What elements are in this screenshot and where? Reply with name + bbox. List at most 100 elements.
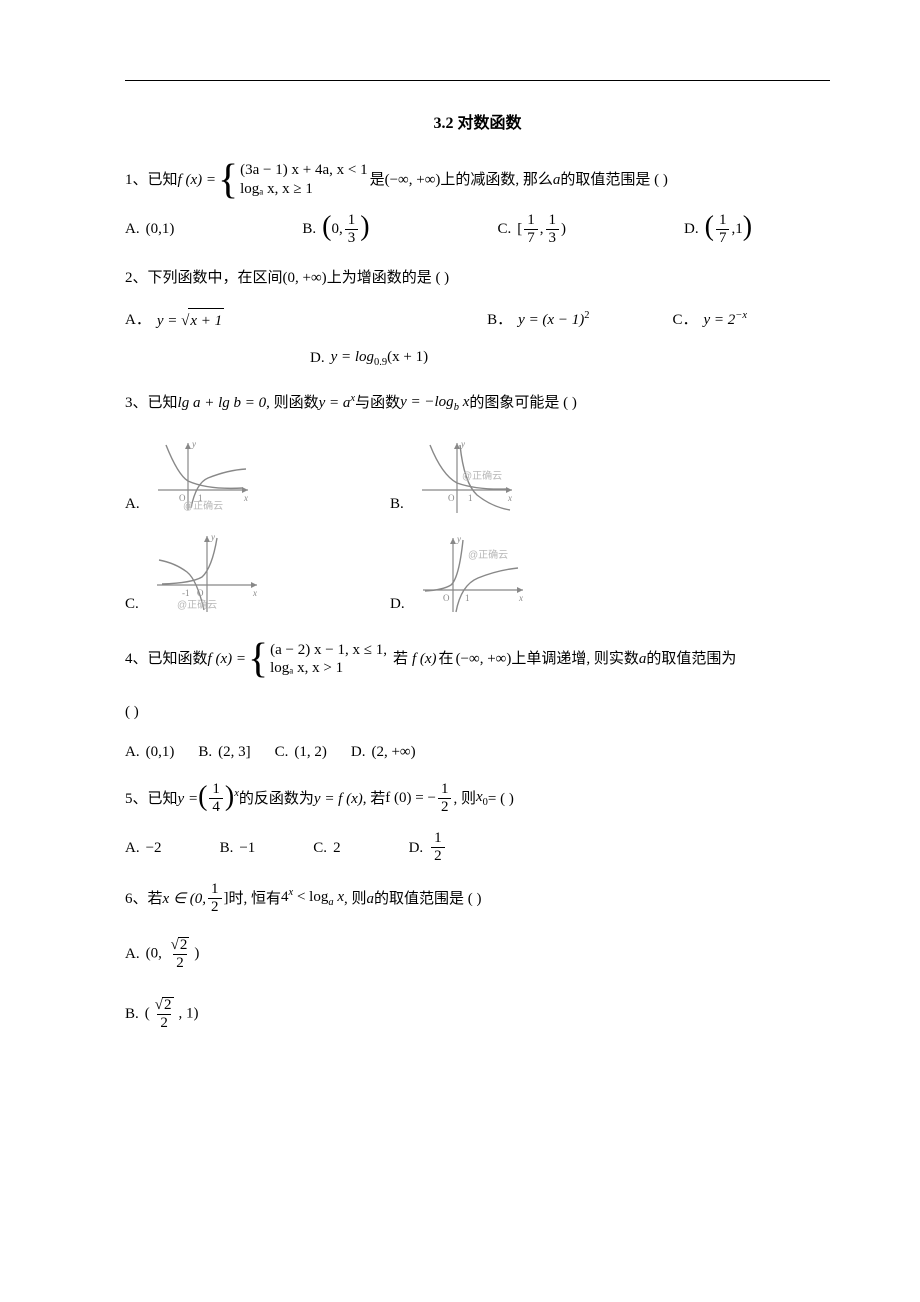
expr: y = −log [400,394,454,410]
watermark: @正确云 [183,499,223,512]
section-title: 3.2 对数函数 [125,111,830,137]
q5-yf: y = f (x) [314,787,363,811]
q3-number: 3、 [125,391,148,415]
q4-case1: (a − 2) x − 1, x ≤ 1, [270,641,387,660]
q4-pre: 已知函数 [148,647,208,671]
den: 2 [431,847,445,864]
q3-pre: 已知 [148,391,178,415]
q1-interval: (−∞, +∞) [385,168,441,192]
q5-mid1: 的反函数为 [239,787,314,811]
question-2: 2、 下列函数中，在区间 (0, +∞) 上为增函数的是 ( ) A． y = … [125,264,830,372]
sub: b [454,402,459,413]
expr: x ∈ (0, [163,891,206,907]
option-label: A. [125,942,140,966]
q5-pre: 已知 [148,787,178,811]
val: (2, +∞) [371,740,415,764]
q2-interval: (0, +∞) [283,266,327,290]
q1-piecewise: { (3a − 1) x + 4a, x < 1 logₐ x, x ≥ 1 [218,159,368,201]
val: (2, 3] [218,740,251,764]
q2-option-A: A． y = √x + 1 [125,308,224,333]
q5-mid2: , 若 [363,787,386,811]
den: 4 [209,798,223,815]
svg-text:1: 1 [465,593,470,603]
radicand: x + 1 [188,308,224,333]
q1-post2: 的取值范围是 ( ) [560,168,668,192]
header-rule [125,80,830,81]
q1-option-B: B. (0,13) [302,213,369,246]
rhs: log [309,889,328,905]
q3-post: 的图象可能是 ( ) [469,391,577,415]
q4-mid2: 在 [439,647,454,671]
q3-graph-D-cell: D. y x O 1 @正确云 [390,530,533,620]
svg-text:O: O [443,593,450,603]
option-label: D. [310,346,325,370]
q6-mid1: 时, 恒有 [229,887,282,911]
watermark: @正确云 [177,598,217,611]
q5-option-B: B. −1 [220,836,256,860]
q3-mid2: 与函数 [355,391,400,415]
q3-graph-B-cell: B. y x O 1 @正确云 [390,435,522,520]
q1-option-A: A. (0,1) [125,217,174,241]
option-label: C. [313,836,327,860]
den: 3 [546,229,560,246]
q5-option-D: D. 12 [409,831,447,864]
expr: y = (x − 1) [518,312,584,328]
q6-mid2: , 则 [344,887,367,911]
svg-text:x: x [243,493,248,503]
q4-piecewise: { (a − 2) x − 1, x ≤ 1, logₐ x, x > 1 [248,638,387,680]
sup: −x [735,310,747,321]
question-1: 1、 已知 f (x) = { (3a − 1) x + 4a, x < 1 l… [125,159,830,246]
q6-option-B: B. (√22, 1) [125,997,199,1031]
expr: y = [157,313,181,329]
q4-case2: logₐ x, x > 1 [270,659,387,678]
q3-graph-A: y x O 1 @正确云 [148,435,258,520]
r: , 1) [179,1006,199,1022]
option-label: D. [351,740,366,764]
q4-fexpr: f (x) [412,647,437,671]
svg-text:y: y [191,439,196,449]
question-4: 4、 已知函数 f (x) = { (a − 2) x − 1, x ≤ 1, … [125,638,830,764]
q6-option-A: A. (0, √22) [125,937,199,971]
num: 1 [546,213,560,229]
num: 1 [431,831,445,847]
lt: < [293,889,309,905]
val: 0, [331,221,342,237]
expr: y = 2 [703,312,735,328]
q3-graph-C: y x O -1 @正确云 [147,530,267,620]
option-label: C． [672,308,697,332]
q4-interval: (−∞, +∞) [456,647,512,671]
option-label: D. [390,592,405,620]
option-label: A. [125,217,140,241]
lhs: 4 [281,889,289,905]
sub: 0 [483,797,488,808]
svg-text:-1: -1 [182,588,190,598]
num: 1 [209,782,223,798]
q2-number: 2、 [125,266,148,290]
q1-post1: 上的减函数, 那么 [440,168,553,192]
q1-pre: 已知 [148,168,178,192]
q5-y: y = [178,787,199,811]
tail: x [459,394,469,410]
den: 3 [345,229,359,246]
svg-text:y: y [456,534,461,544]
svg-text:O: O [448,493,455,503]
option-label: D. [684,217,699,241]
q3-graph-C-cell: C. y x O -1 @正确云 [125,530,390,620]
den: 2 [157,1014,171,1031]
num: 1 [208,882,222,898]
option-label: B. [390,492,404,520]
option-label: A. [125,836,140,860]
den: 2 [173,954,187,971]
q4-number: 4、 [125,647,148,671]
q5-mid3: , 则 [453,787,476,811]
q2-option-B: B． y = (x − 1)2 [487,308,589,332]
q4-mid3: 上单调递增, 则实数 [511,647,639,671]
q5-f0: f (0) = −12 [385,782,453,815]
svg-text:x: x [252,588,257,598]
option-label: B. [302,217,316,241]
q4-option-B: B. (2, 3] [198,740,250,764]
q6-pre: 若 [148,887,163,911]
option-label: A. [125,740,140,764]
val: ,1 [731,221,742,237]
q1-func: f (x) = [178,168,216,192]
